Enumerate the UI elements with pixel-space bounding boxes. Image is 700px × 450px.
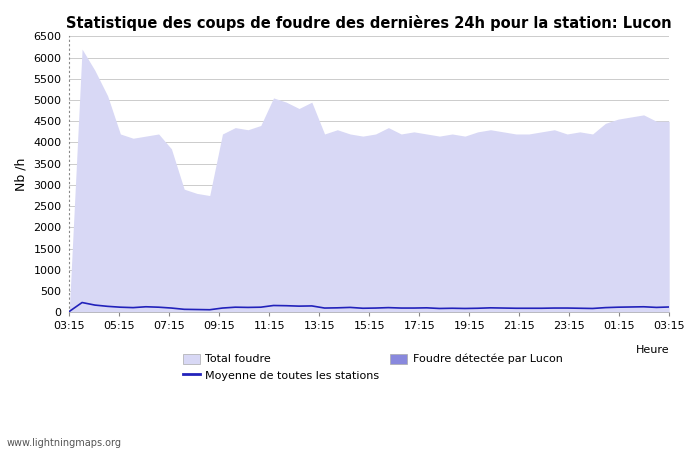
Y-axis label: Nb /h: Nb /h (15, 158, 28, 191)
Text: Heure: Heure (636, 346, 669, 356)
Legend: Total foudre, Moyenne de toutes les stations, Foudre détectée par Lucon: Total foudre, Moyenne de toutes les stat… (183, 354, 562, 381)
Text: www.lightningmaps.org: www.lightningmaps.org (7, 438, 122, 448)
Title: Statistique des coups de foudre des dernières 24h pour la station: Lucon: Statistique des coups de foudre des dern… (66, 15, 672, 31)
